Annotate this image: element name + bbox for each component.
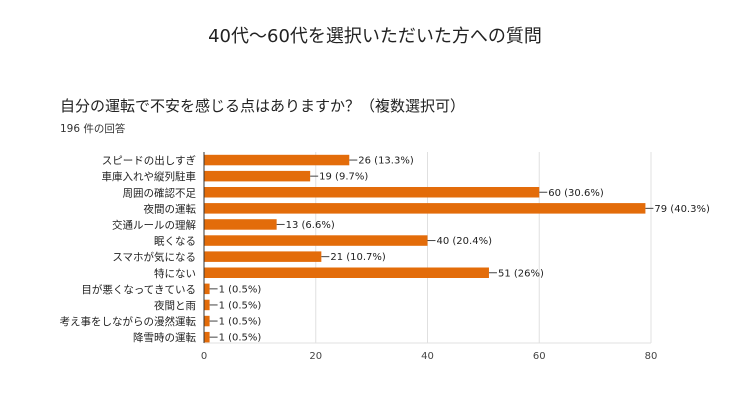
value-label: 13 (6.6%) — [286, 220, 335, 231]
bar — [204, 235, 428, 246]
value-label: 51 (26%) — [498, 268, 544, 279]
category-label: 夜間と雨 — [154, 299, 196, 312]
value-label: 1 (0.5%) — [219, 284, 262, 295]
value-label: 1 (0.5%) — [219, 317, 262, 328]
labels-layer: 0 20 40 60 80 スピードの出しすぎ 26 (13.3%) 車庫入れや縦列駐車 19 … — [60, 152, 710, 362]
x-tick-label: 0 — [201, 351, 207, 362]
bar — [204, 315, 210, 327]
bar — [204, 267, 489, 278]
x-tick-label: 80 — [645, 351, 658, 362]
category-label: 夜間の運転 — [144, 202, 197, 215]
category-label: 交通ルールの理解 — [112, 218, 196, 231]
x-tick-label: 60 — [533, 351, 546, 362]
bar — [204, 251, 322, 262]
value-label: 1 (0.5%) — [219, 333, 262, 344]
page-title: 40代〜60代を選択いただいた方への質問 — [208, 26, 542, 47]
value-label: 40 (20.4%) — [437, 236, 493, 247]
bar — [204, 154, 350, 166]
category-label: 周囲の確認不足 — [123, 186, 197, 199]
bar — [204, 187, 540, 198]
category-label: 車庫入れや縦列駐車 — [102, 170, 197, 183]
value-label: 26 (13.3%) — [358, 156, 414, 167]
x-tick-label: 40 — [421, 351, 434, 362]
bar — [204, 219, 277, 230]
category-label: 特にない — [154, 268, 196, 280]
category-label: スマホが気になる — [112, 251, 196, 264]
x-tick-label: 20 — [309, 351, 322, 362]
value-label: 21 (10.7%) — [330, 252, 386, 263]
value-label: 19 (9.7%) — [319, 172, 368, 183]
value-label: 79 (40.3%) — [654, 204, 710, 215]
question-title: 自分の運転で不安を感じる点はありますか？（複数選択可） — [60, 97, 466, 115]
bar — [204, 283, 210, 295]
category-label: 降雪時の運転 — [133, 331, 196, 344]
bars-layer — [204, 154, 646, 343]
bar — [204, 299, 210, 311]
response-count: 196 件の回答 — [60, 123, 126, 135]
value-label: 1 (0.5%) — [219, 300, 262, 311]
category-label: 目が悪くなってきている — [81, 283, 196, 296]
value-label: 60 (30.6%) — [548, 188, 604, 199]
category-label: 考え事をしながらの漫然運転 — [60, 315, 197, 328]
bar — [204, 203, 646, 214]
category-label: 眠くなる — [154, 236, 196, 248]
bar — [204, 331, 210, 343]
grid-layer — [204, 152, 652, 344]
bar — [204, 170, 311, 182]
category-label: スピードの出しすぎ — [102, 154, 196, 167]
